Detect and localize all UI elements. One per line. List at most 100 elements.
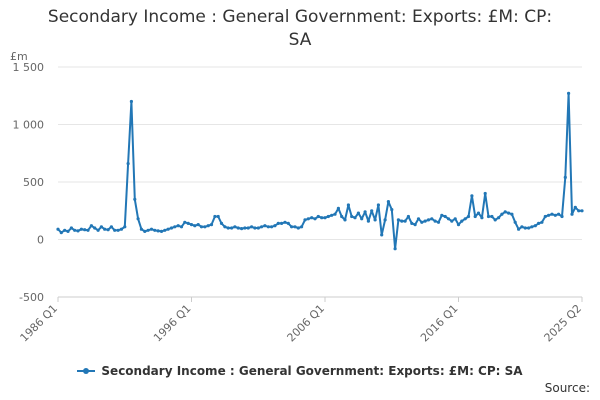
data-point[interactable]: [353, 216, 357, 220]
data-point[interactable]: [186, 221, 190, 225]
data-point[interactable]: [483, 191, 487, 196]
data-point[interactable]: [316, 214, 320, 219]
data-point[interactable]: [303, 218, 307, 222]
data-point[interactable]: [486, 214, 491, 219]
data-point[interactable]: [203, 225, 207, 229]
data-point[interactable]: [450, 219, 454, 223]
data-point[interactable]: [406, 214, 410, 219]
data-point[interactable]: [173, 225, 177, 229]
data-point[interactable]: [176, 224, 180, 228]
data-point[interactable]: [226, 226, 230, 230]
data-point[interactable]: [393, 247, 397, 251]
data-point[interactable]: [286, 221, 290, 225]
data-point[interactable]: [263, 224, 267, 228]
data-point[interactable]: [456, 223, 461, 227]
data-point[interactable]: [513, 220, 517, 224]
data-point[interactable]: [306, 217, 310, 221]
data-point[interactable]: [156, 229, 160, 233]
data-point[interactable]: [273, 224, 277, 228]
data-point[interactable]: [179, 225, 184, 229]
data-point[interactable]: [500, 212, 504, 216]
data-point[interactable]: [159, 229, 164, 233]
data-point[interactable]: [426, 218, 431, 222]
data-point[interactable]: [533, 224, 537, 228]
data-point[interactable]: [563, 175, 567, 179]
data-point[interactable]: [400, 219, 404, 223]
data-point[interactable]: [66, 229, 70, 233]
data-point[interactable]: [136, 217, 140, 221]
data-point[interactable]: [106, 228, 110, 232]
data-point[interactable]: [386, 200, 390, 204]
data-point[interactable]: [360, 217, 364, 221]
data-point[interactable]: [323, 216, 327, 220]
data-point[interactable]: [296, 226, 300, 230]
data-point[interactable]: [149, 227, 154, 231]
data-point[interactable]: [420, 220, 424, 224]
data-point[interactable]: [340, 214, 344, 219]
data-point[interactable]: [113, 228, 117, 232]
data-point[interactable]: [577, 209, 581, 213]
data-point[interactable]: [153, 228, 157, 232]
data-point[interactable]: [103, 227, 107, 231]
data-point[interactable]: [300, 225, 304, 229]
data-point[interactable]: [213, 214, 217, 219]
data-point[interactable]: [163, 228, 167, 232]
data-point[interactable]: [169, 226, 174, 230]
data-point[interactable]: [223, 225, 227, 229]
data-point[interactable]: [527, 226, 531, 230]
data-point[interactable]: [96, 228, 100, 232]
legend[interactable]: Secondary Income : General Government: E…: [0, 364, 600, 378]
data-point[interactable]: [253, 226, 257, 230]
data-point[interactable]: [373, 218, 377, 222]
data-point[interactable]: [460, 219, 464, 223]
data-point[interactable]: [256, 226, 260, 230]
data-point[interactable]: [183, 220, 187, 224]
data-point[interactable]: [580, 209, 584, 213]
data-point[interactable]: [336, 206, 340, 210]
data-point[interactable]: [557, 212, 561, 216]
data-point[interactable]: [73, 228, 77, 232]
data-point[interactable]: [293, 225, 297, 229]
data-point[interactable]: [333, 212, 337, 216]
data-point[interactable]: [507, 211, 511, 215]
data-point[interactable]: [280, 221, 284, 225]
data-point[interactable]: [543, 214, 547, 219]
data-point[interactable]: [383, 218, 387, 222]
data-point[interactable]: [143, 229, 147, 233]
data-point[interactable]: [230, 226, 234, 230]
data-point[interactable]: [313, 217, 317, 221]
data-point[interactable]: [123, 225, 127, 229]
data-point[interactable]: [86, 228, 90, 232]
data-point[interactable]: [206, 224, 210, 228]
data-point[interactable]: [540, 220, 544, 224]
data-point[interactable]: [356, 211, 360, 215]
data-point[interactable]: [523, 226, 527, 230]
data-point[interactable]: [443, 214, 447, 219]
data-point[interactable]: [413, 223, 417, 227]
data-point[interactable]: [99, 225, 103, 229]
data-point[interactable]: [283, 220, 287, 224]
data-point[interactable]: [490, 214, 494, 219]
data-point[interactable]: [199, 225, 204, 229]
data-point[interactable]: [216, 214, 220, 219]
data-point[interactable]: [350, 214, 354, 219]
data-point[interactable]: [550, 212, 554, 216]
data-point[interactable]: [196, 223, 200, 227]
data-point[interactable]: [493, 218, 497, 222]
data-point[interactable]: [416, 217, 421, 221]
data-point[interactable]: [403, 219, 407, 223]
data-point[interactable]: [69, 226, 73, 230]
data-point[interactable]: [93, 226, 97, 230]
data-point[interactable]: [116, 228, 120, 232]
data-point[interactable]: [453, 217, 457, 221]
data-point[interactable]: [260, 225, 264, 229]
data-point[interactable]: [517, 227, 521, 231]
data-point[interactable]: [240, 227, 244, 231]
data-point[interactable]: [270, 225, 274, 229]
data-point[interactable]: [376, 203, 380, 207]
data-point[interactable]: [166, 227, 170, 231]
data-point[interactable]: [547, 213, 551, 217]
data-point[interactable]: [56, 227, 60, 231]
data-point[interactable]: [497, 216, 501, 220]
data-point[interactable]: [266, 225, 270, 229]
